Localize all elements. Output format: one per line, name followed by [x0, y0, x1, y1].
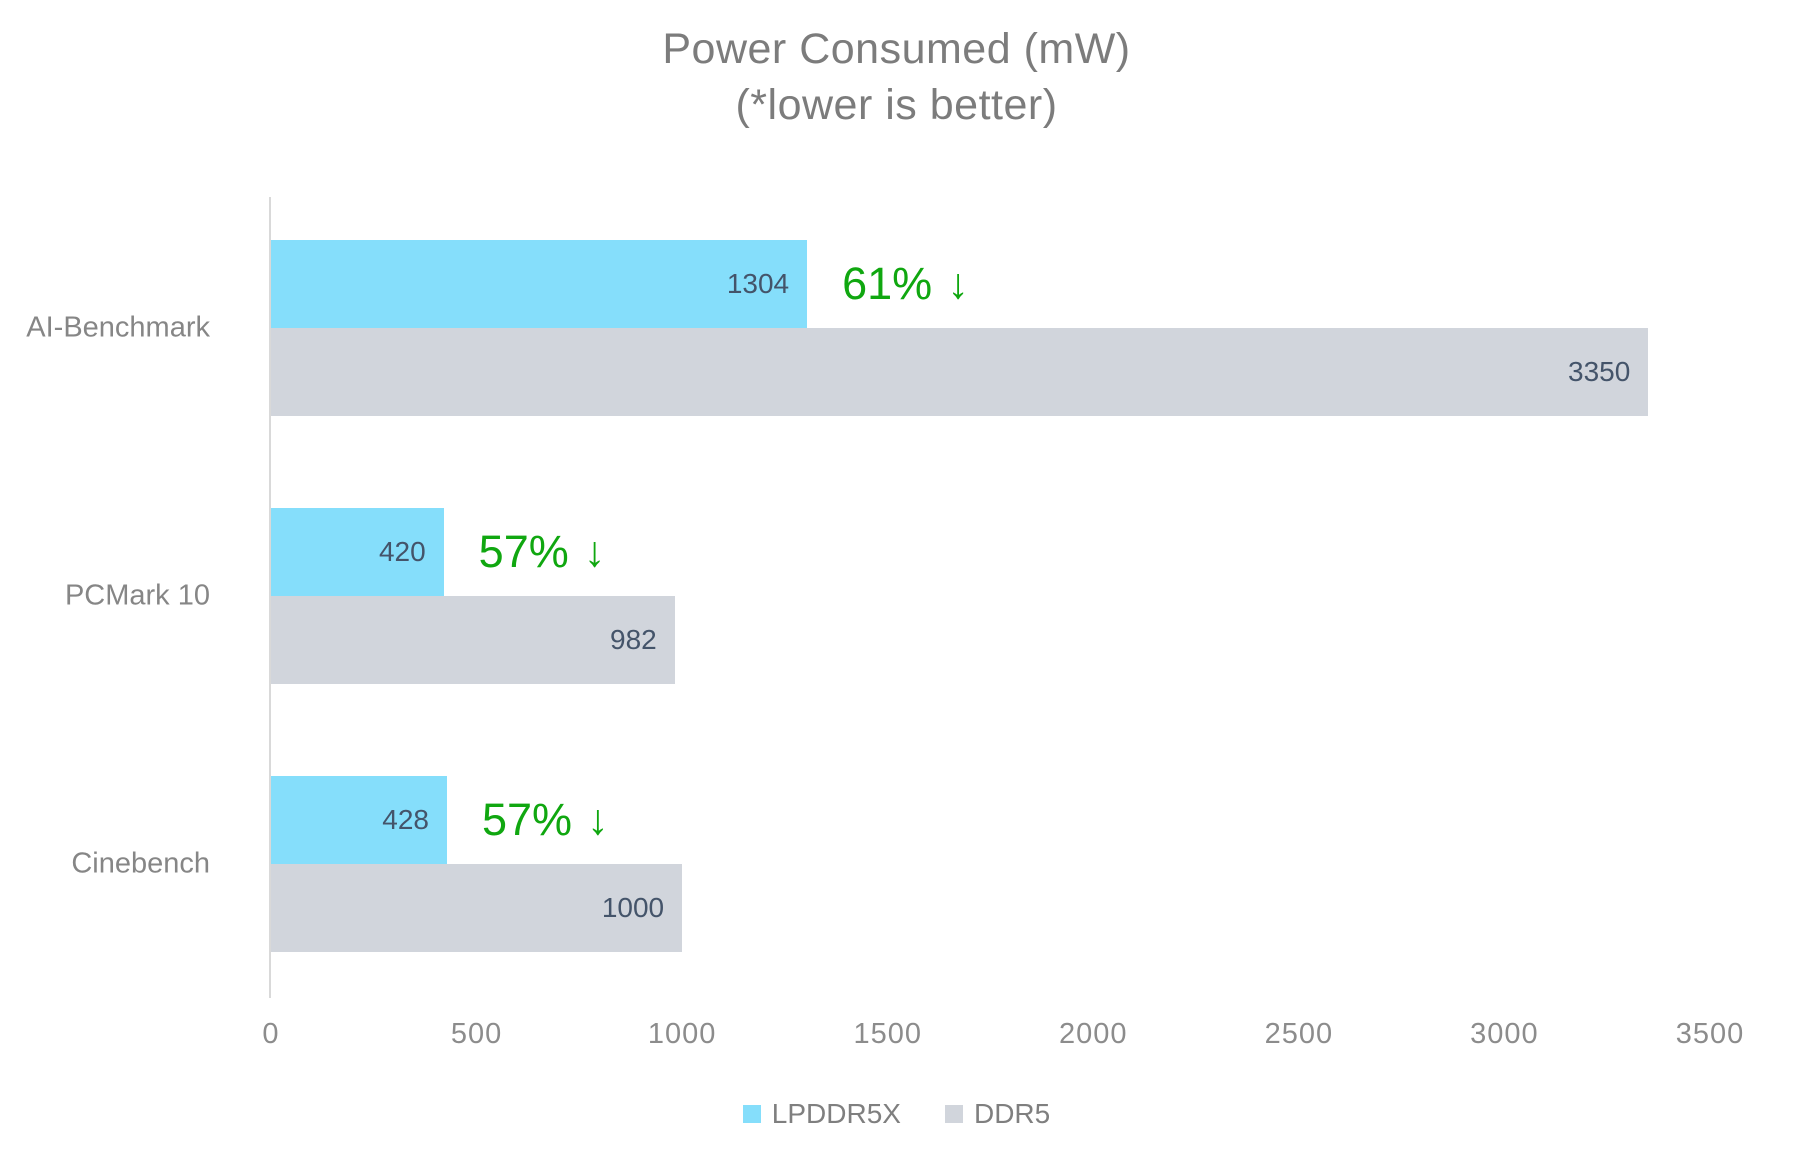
x-tick-label-0: 0: [262, 1018, 280, 1050]
category-label-ai-benchmark: AI-Benchmark: [26, 311, 210, 344]
bar-value-label: 982: [610, 624, 657, 655]
legend-label: LPDDR5X: [771, 1098, 901, 1129]
x-tick-label-3000: 3000: [1470, 1018, 1539, 1050]
x-tick-label-1500: 1500: [853, 1018, 922, 1050]
y-axis-line: [269, 197, 271, 998]
chart-title: Power Consumed (mW) (*lower is better): [0, 22, 1793, 134]
down-arrow-icon: ↓: [587, 795, 609, 844]
legend-label: DDR5: [973, 1098, 1051, 1129]
legend: LPDDR5X DDR5: [0, 1098, 1793, 1130]
delta-annotation-cinebench: 57% ↓: [482, 794, 609, 846]
bar-value-label: 428: [382, 804, 429, 835]
bar-value-label: 3350: [1568, 356, 1631, 387]
legend-item-ddr5: DDR5: [944, 1098, 1051, 1130]
legend-swatch-ddr5: [944, 1105, 963, 1123]
delta-annotation-ai-benchmark: 61% ↓: [842, 258, 969, 310]
delta-percent: 57%: [478, 526, 569, 577]
down-arrow-icon: ↓: [583, 527, 606, 576]
x-tick-label-2000: 2000: [1059, 1018, 1128, 1050]
chart-title-line2: (*lower is better): [735, 80, 1058, 129]
plot-area: 1304 3350 61% ↓ 420 982 57% ↓ 428 1000 57% ↓: [269, 197, 1710, 998]
bar-value-label: 1000: [601, 892, 665, 923]
legend-item-lpddr5x: LPDDR5X: [742, 1098, 901, 1130]
category-label-pcmark-10: PCMark 10: [64, 579, 210, 612]
bar-ddr5-ai-benchmark: 3350: [271, 328, 1649, 416]
delta-percent: 61%: [842, 258, 933, 309]
x-tick-label-1000: 1000: [647, 1018, 717, 1050]
x-tick-label-2500: 2500: [1264, 1018, 1334, 1050]
delta-annotation-pcmark-10: 57% ↓: [479, 526, 606, 578]
bar-ddr5-cinebench: 1000: [271, 864, 683, 952]
x-tick-label-500: 500: [450, 1018, 503, 1050]
bar-value-label: 420: [378, 536, 426, 567]
legend-swatch-lpddr5x: [742, 1105, 761, 1123]
bar-value-label: 1304: [726, 268, 790, 299]
bar-lpddr5x-ai-benchmark: 1304: [271, 240, 808, 328]
bar-lpddr5x-pcmark-10: 420: [271, 508, 444, 596]
x-tick-label-3500: 3500: [1675, 1018, 1745, 1050]
chart-title-line1: Power Consumed (mW): [662, 25, 1131, 73]
bar-lpddr5x-cinebench: 428: [271, 776, 447, 864]
delta-percent: 57%: [481, 794, 573, 845]
down-arrow-icon: ↓: [947, 259, 969, 308]
bar-ddr5-pcmark-10: 982: [271, 596, 675, 684]
category-label-cinebench: Cinebench: [71, 847, 210, 880]
